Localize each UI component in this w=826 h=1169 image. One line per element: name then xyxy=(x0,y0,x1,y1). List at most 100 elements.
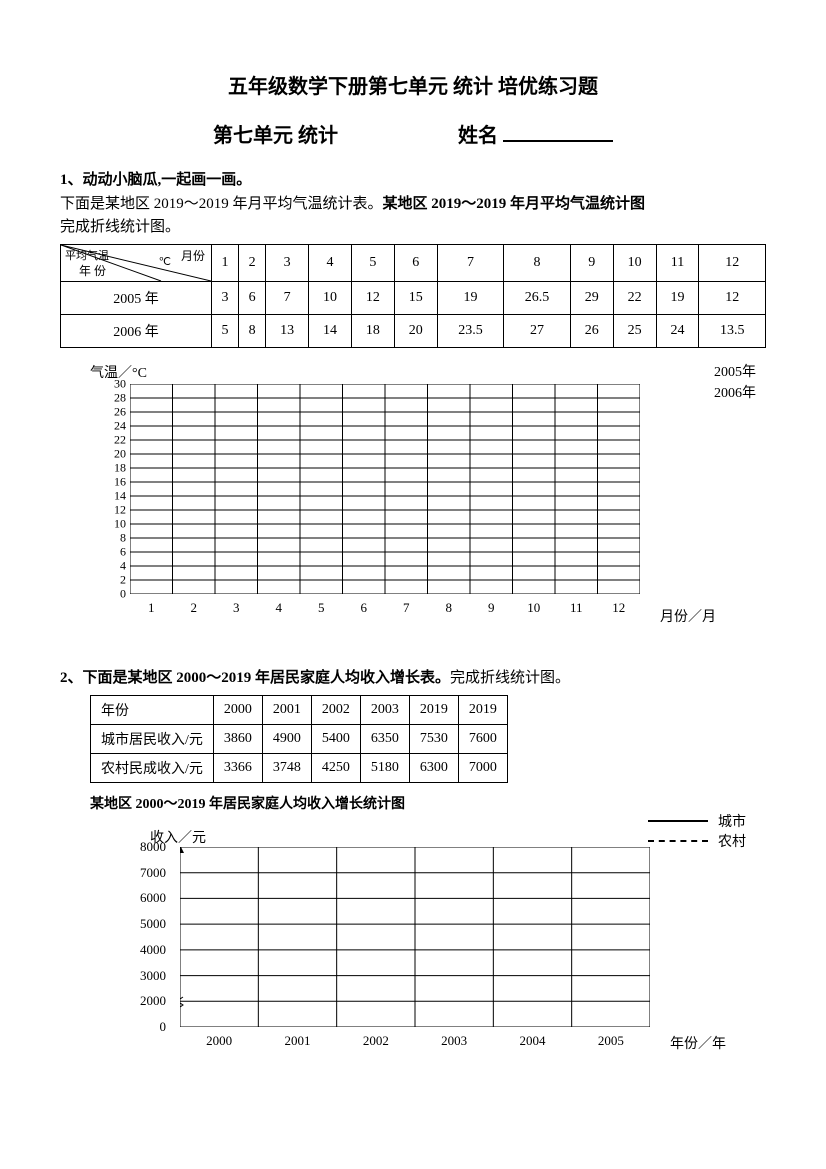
x-tick-label: 2 xyxy=(191,600,198,616)
name-field: 姓名 xyxy=(458,119,613,148)
y-tick-label: 2 xyxy=(96,573,126,588)
y-tick-label: 10 xyxy=(96,517,126,532)
table-row: 2005 年 3 6 7 10 12 15 19 26.5 29 22 19 1… xyxy=(61,282,766,315)
legend-2005: 2005年 xyxy=(714,362,756,383)
data-cell: 25 xyxy=(613,315,656,348)
q1-body-bold: 某地区 2019～2019 年月平均气温统计图 xyxy=(383,196,646,212)
data-cell: 27 xyxy=(504,315,571,348)
y-tick-label: 4 xyxy=(96,559,126,574)
dashed-line-icon xyxy=(648,840,708,842)
diag-top-right: 月份 xyxy=(181,247,205,264)
month-cell: 7 xyxy=(437,245,504,282)
x-tick-label: 10 xyxy=(527,600,540,616)
y-tick-label: 28 xyxy=(96,391,126,406)
data-cell: 7 xyxy=(266,282,309,315)
x-tick-label: 2005 xyxy=(598,1033,624,1049)
table-row: 2006 年 5 8 13 14 18 20 23.5 27 26 25 24 … xyxy=(61,315,766,348)
data-cell: 3860 xyxy=(213,725,262,754)
chart2-legend: 城市 农村 xyxy=(648,811,746,851)
month-cell: 4 xyxy=(309,245,352,282)
y-tick-label: 5000 xyxy=(140,916,166,932)
solid-line-icon xyxy=(648,820,708,822)
x-tick-label: 7 xyxy=(403,600,410,616)
chart2-grid-svg xyxy=(180,847,650,1027)
header-cell: 年份 xyxy=(91,696,214,725)
q1-heading: 1、动动小脑瓜,一起画一画。 xyxy=(60,168,766,189)
q1-body: 下面是某地区 2019～2019 年月平均气温统计表。某地区 2019～2019… xyxy=(60,193,766,238)
month-cell: 11 xyxy=(656,245,699,282)
data-cell: 23.5 xyxy=(437,315,504,348)
q1-chart-grid: 气温／°C 2005年 2006年 3028262422201816141210… xyxy=(60,366,766,636)
header-cell: 2019 xyxy=(409,696,458,725)
page-title: 五年级数学下册第七单元 统计 培优练习题 xyxy=(60,70,766,99)
y-tick-label: 6000 xyxy=(140,890,166,906)
data-cell: 7600 xyxy=(458,725,507,754)
month-cell: 12 xyxy=(699,245,766,282)
y-tick-label: 8000 xyxy=(140,839,166,855)
data-cell: 6300 xyxy=(409,754,458,783)
month-cell: 5 xyxy=(351,245,394,282)
q2-chart-title: 某地区 2000～2019 年居民家庭人均收入增长统计图 xyxy=(90,793,766,813)
q2-income-table: 年份 2000 2001 2002 2003 2019 2019 城市居民收入/… xyxy=(90,695,508,783)
y-tick-label: 12 xyxy=(96,503,126,518)
header-cell: 2003 xyxy=(360,696,409,725)
data-cell: 5180 xyxy=(360,754,409,783)
y-tick-label: 4000 xyxy=(140,942,166,958)
y-tick-label: 2000 xyxy=(140,993,166,1009)
month-cell: 2 xyxy=(239,245,266,282)
x-tick-label: 9 xyxy=(488,600,495,616)
subtitle-row: 第七单元 统计 姓名 xyxy=(60,119,766,148)
name-label: 姓名 xyxy=(458,125,498,147)
name-blank-line[interactable] xyxy=(503,140,613,142)
table-row: 城市居民收入/元 3860 4900 5400 6350 7530 7600 xyxy=(91,725,508,754)
data-cell: 19 xyxy=(437,282,504,315)
legend-rural-label: 农村 xyxy=(718,831,746,851)
data-cell: 12 xyxy=(351,282,394,315)
data-cell: 13.5 xyxy=(699,315,766,348)
data-cell: 6350 xyxy=(360,725,409,754)
data-cell: 13 xyxy=(266,315,309,348)
y-tick-label: 20 xyxy=(96,447,126,462)
data-cell: 4250 xyxy=(311,754,360,783)
table-row: 年份 2000 2001 2002 2003 2019 2019 xyxy=(91,696,508,725)
row-label: 农村民成收入/元 xyxy=(91,754,214,783)
x-tick-label: 12 xyxy=(612,600,625,616)
x-tick-label: 3 xyxy=(233,600,240,616)
y-tick-label: 24 xyxy=(96,419,126,434)
legend-rural: 农村 xyxy=(648,831,746,851)
data-cell: 4900 xyxy=(262,725,311,754)
y-tick-label: 30 xyxy=(96,377,126,392)
legend-city-label: 城市 xyxy=(718,811,746,831)
data-cell: 19 xyxy=(656,282,699,315)
data-cell: 26 xyxy=(570,315,613,348)
y-tick-label: 7000 xyxy=(140,865,166,881)
data-cell: 5 xyxy=(212,315,239,348)
data-cell: 15 xyxy=(394,282,437,315)
legend-2006: 2006年 xyxy=(714,383,756,404)
q1-body-pre: 下面是某地区 2019～2019 年月平均气温统计表。 xyxy=(60,196,383,212)
chart1-grid-svg xyxy=(130,384,640,594)
unit-title: 第七单元 统计 xyxy=(213,119,338,148)
x-tick-label: 2002 xyxy=(363,1033,389,1049)
header-cell: 2019 xyxy=(458,696,507,725)
x-tick-label: 4 xyxy=(276,600,283,616)
q2-heading-pre: 2、下面是某地区 2000～2019 年居民家庭人均收入增长表。 xyxy=(60,670,450,686)
row-label: 城市居民收入/元 xyxy=(91,725,214,754)
table-row: 平均气温 ℃ 月份 年 份 1 2 3 4 5 6 7 8 9 10 11 12 xyxy=(61,245,766,282)
x-tick-label: 2004 xyxy=(520,1033,546,1049)
y-tick-label: 0 xyxy=(96,587,126,602)
data-cell: 14 xyxy=(309,315,352,348)
table-row: 农村民成收入/元 3366 3748 4250 5180 6300 7000 xyxy=(91,754,508,783)
y-tick-label: 16 xyxy=(96,475,126,490)
month-cell: 3 xyxy=(266,245,309,282)
data-cell: 22 xyxy=(613,282,656,315)
month-cell: 1 xyxy=(212,245,239,282)
q2-heading: 2、下面是某地区 2000～2019 年居民家庭人均收入增长表。完成折线统计图。 xyxy=(60,666,766,687)
q2-heading-post: 完成折线统计图。 xyxy=(450,670,570,686)
legend-city: 城市 xyxy=(648,811,746,831)
chart1-x-axis-label: 月份／月 xyxy=(660,606,716,626)
data-cell: 12 xyxy=(699,282,766,315)
q1-temperature-table: 平均气温 ℃ 月份 年 份 1 2 3 4 5 6 7 8 9 10 11 12… xyxy=(60,244,766,348)
y-tick-label: 18 xyxy=(96,461,126,476)
data-cell: 29 xyxy=(570,282,613,315)
